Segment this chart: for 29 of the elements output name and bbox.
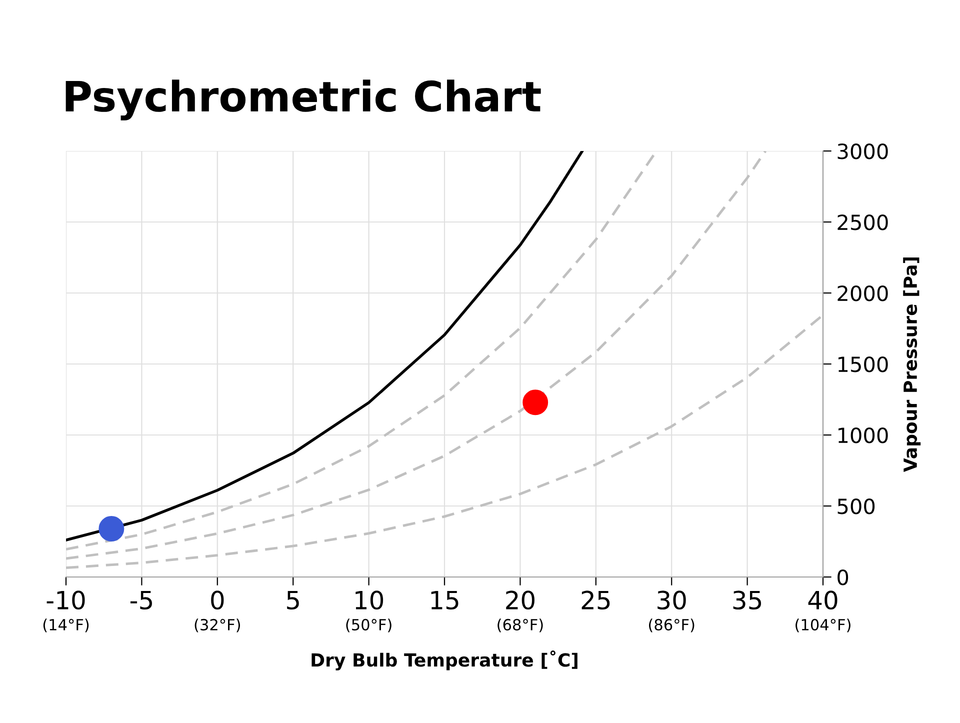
y-tick-label: 0 [838,569,848,586]
y-tick-label: 2000 [838,285,888,302]
x-tick-label: 30 [658,590,686,610]
x-tick-label: -5 [130,590,152,610]
x-tick-label: 35 [733,590,762,610]
chart-title: Psychrometric Chart [66,80,541,120]
x-tick-label: -10 [46,590,85,610]
x2-tick-label: (14°F) [43,618,89,632]
x2-tick-label: (50°F) [346,618,392,632]
x-tick-label: 40 [808,590,838,610]
y-tick-label: 1000 [838,427,888,444]
y-axis-title: Vapour Pressure [Pa] [903,257,921,472]
line-series [66,314,823,570]
x-tick-label: 15 [431,590,458,610]
y-tick-label: 2500 [838,214,888,230]
x-tick-label: 25 [582,590,610,610]
x-tick-label: 20 [506,590,534,610]
y-tick-label: 3000 [838,143,888,160]
y-tick-label: 500 [838,498,875,514]
x-tick-label: 5 [287,590,299,610]
x2-tick-label: (32°F) [194,618,240,632]
x2-tick-label: (104°F) [796,618,850,632]
x-axis-title: Dry Bulb Temperature [˚C] [312,650,578,670]
y-tick-label: 1500 [838,356,888,372]
x2-tick-label: (86°F) [649,618,694,632]
line-series [66,151,767,560]
x-tick-label: 10 [356,590,384,610]
x-tick-label: 0 [211,590,224,610]
x2-tick-label: (68°F) [498,618,543,632]
